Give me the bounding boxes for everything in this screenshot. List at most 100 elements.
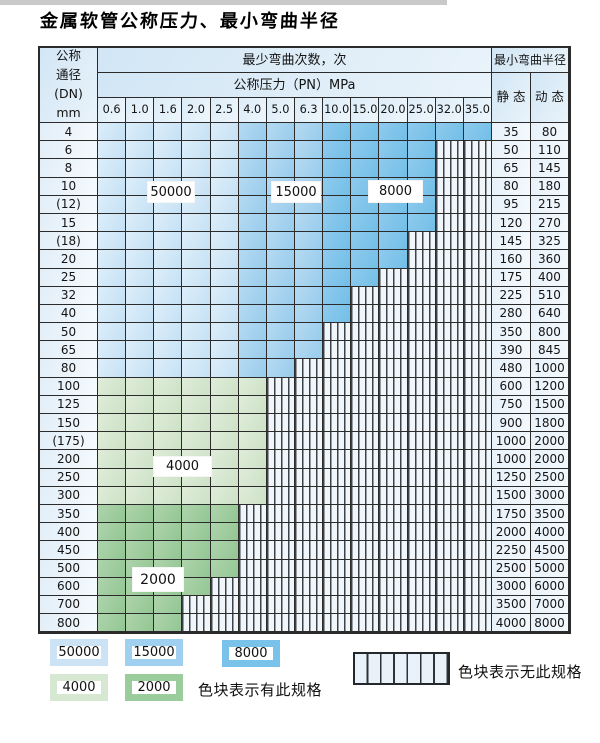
pressure-cell-8000 — [407, 213, 436, 233]
pressure-tick: 25.0 — [407, 98, 436, 123]
pressure-cell-no-spec — [351, 377, 380, 396]
pressure-cell-no-spec — [323, 486, 352, 505]
pressure-cell-2000 — [154, 523, 183, 542]
pressure-cell-no-spec — [351, 486, 380, 505]
pressure-cell-4000 — [210, 450, 239, 469]
pressure-cell-no-spec — [435, 341, 464, 360]
pressure-cell-15000 — [266, 250, 295, 269]
pressure-cell-2000 — [126, 595, 155, 615]
corner-header-line: (DN) — [54, 86, 83, 101]
dn-cell: 350 — [40, 504, 98, 524]
pressure-cell-no-spec — [379, 450, 408, 469]
pressure-cell-2000 — [182, 577, 211, 596]
pressure-cell-no-spec — [435, 177, 464, 196]
pressure-cell-4000 — [210, 432, 239, 451]
pressure-cell-no-spec — [266, 541, 295, 560]
static-radius-cell: 65 — [491, 159, 531, 178]
dynamic-radius-cell: 4000 — [530, 523, 569, 542]
pressure-cell-50000 — [154, 232, 183, 251]
pressure-cell-no-spec — [463, 468, 492, 487]
dynamic-radius-cell: 7000 — [530, 595, 569, 615]
pressure-cell-no-spec — [407, 268, 436, 287]
pressure-cell-no-spec — [294, 559, 324, 578]
dn-cell: 500 — [40, 559, 98, 578]
pressure-cell-15000 — [266, 359, 295, 378]
pressure-cell-50000 — [154, 323, 183, 342]
pressure-cell-no-spec — [379, 559, 408, 578]
dynamic-radius-cell: 510 — [530, 286, 569, 305]
pressure-cell-15000 — [266, 232, 295, 251]
pressure-cell-50000 — [182, 268, 211, 287]
pressure-cell-no-spec — [435, 504, 464, 524]
static-radius-cell: 1250 — [491, 468, 531, 487]
pressure-cell-4000 — [98, 414, 127, 433]
pressure-cell-no-spec — [351, 450, 380, 469]
pressure-cell-no-spec — [323, 468, 352, 487]
pressure-cell-2000 — [154, 504, 183, 524]
pressure-cell-8000 — [407, 123, 436, 142]
pressure-cell-no-spec — [266, 577, 295, 596]
pressure-cell-8000 — [463, 123, 492, 142]
dn-cell: 80 — [40, 359, 98, 378]
pressure-cell-no-spec — [351, 286, 380, 305]
pressure-cell-8000 — [435, 123, 464, 142]
pressure-cell-no-spec — [379, 577, 408, 596]
pressure-cell-no-spec — [407, 468, 436, 487]
pressure-cell-no-spec — [266, 432, 295, 451]
static-radius-cell: 350 — [491, 323, 531, 342]
pressure-cell-15000 — [266, 323, 295, 342]
pressure-tick: 10.0 — [323, 98, 352, 123]
pressure-cell-2000 — [182, 559, 211, 578]
cycle-label-15000: 15000 — [272, 182, 320, 202]
pressure-cell-no-spec — [323, 504, 352, 524]
pressure-cell-50000 — [182, 232, 211, 251]
static-radius-cell: 80 — [491, 177, 531, 196]
cycle-label-50000: 50000 — [148, 182, 194, 202]
pressure-cell-15000 — [266, 159, 295, 178]
pressure-cell-no-spec — [463, 595, 492, 615]
pressure-cell-no-spec — [266, 395, 295, 414]
pressure-cell-no-spec — [463, 268, 492, 287]
pressure-cell-2000 — [98, 541, 127, 560]
pressure-cell-no-spec — [463, 250, 492, 269]
pressure-cell-no-spec — [323, 577, 352, 596]
pressure-tick: 35.0 — [463, 98, 492, 123]
pressure-cell-no-spec — [351, 559, 380, 578]
dn-cell: (12) — [40, 195, 98, 214]
dn-cell: 450 — [40, 541, 98, 560]
static-radius-cell: 280 — [491, 304, 531, 324]
pressure-tick: 4.0 — [238, 98, 267, 123]
pressure-cell-no-spec — [407, 250, 436, 269]
pressure-cell-no-spec — [435, 286, 464, 305]
pressure-cell-50000 — [126, 159, 155, 178]
pressure-cell-4000 — [126, 377, 155, 396]
pressure-cell-4000 — [210, 377, 239, 396]
dynamic-radius-cell: 215 — [530, 195, 569, 214]
pressure-cell-no-spec — [323, 359, 352, 378]
pressure-table: 公称 通径 (DN) mm 最少弯曲次数，次 最小弯曲半径 公称压力（PN）MPa 静… — [38, 46, 571, 635]
pressure-cell-no-spec — [407, 286, 436, 305]
pressure-cell-no-spec — [435, 159, 464, 178]
pressure-cell-no-spec — [463, 377, 492, 396]
pressure-cell-no-spec — [294, 504, 324, 524]
pressure-cell-4000 — [210, 414, 239, 433]
pressure-cell-no-spec — [463, 359, 492, 378]
pressure-cell-no-spec — [379, 323, 408, 342]
dn-cell: 20 — [40, 250, 98, 269]
pressure-cell-no-spec — [379, 432, 408, 451]
pressure-cell-no-spec — [351, 595, 380, 615]
dn-cell: 25 — [40, 268, 98, 287]
pressure-cell-no-spec — [407, 559, 436, 578]
pressure-cell-no-spec — [379, 504, 408, 524]
pressure-cell-no-spec — [435, 432, 464, 451]
pressure-cell-2000 — [154, 541, 183, 560]
radius-header: 最小弯曲半径 — [491, 48, 569, 73]
static-radius-cell: 1750 — [491, 504, 531, 524]
pressure-cell-15000 — [238, 232, 267, 251]
pressure-cell-no-spec — [238, 614, 267, 633]
dn-cell: 40 — [40, 304, 98, 324]
pressure-cell-15000 — [238, 123, 267, 142]
pressure-cell-4000 — [98, 486, 127, 505]
pressure-cell-no-spec — [294, 577, 324, 596]
pressure-cell-50000 — [210, 213, 239, 233]
